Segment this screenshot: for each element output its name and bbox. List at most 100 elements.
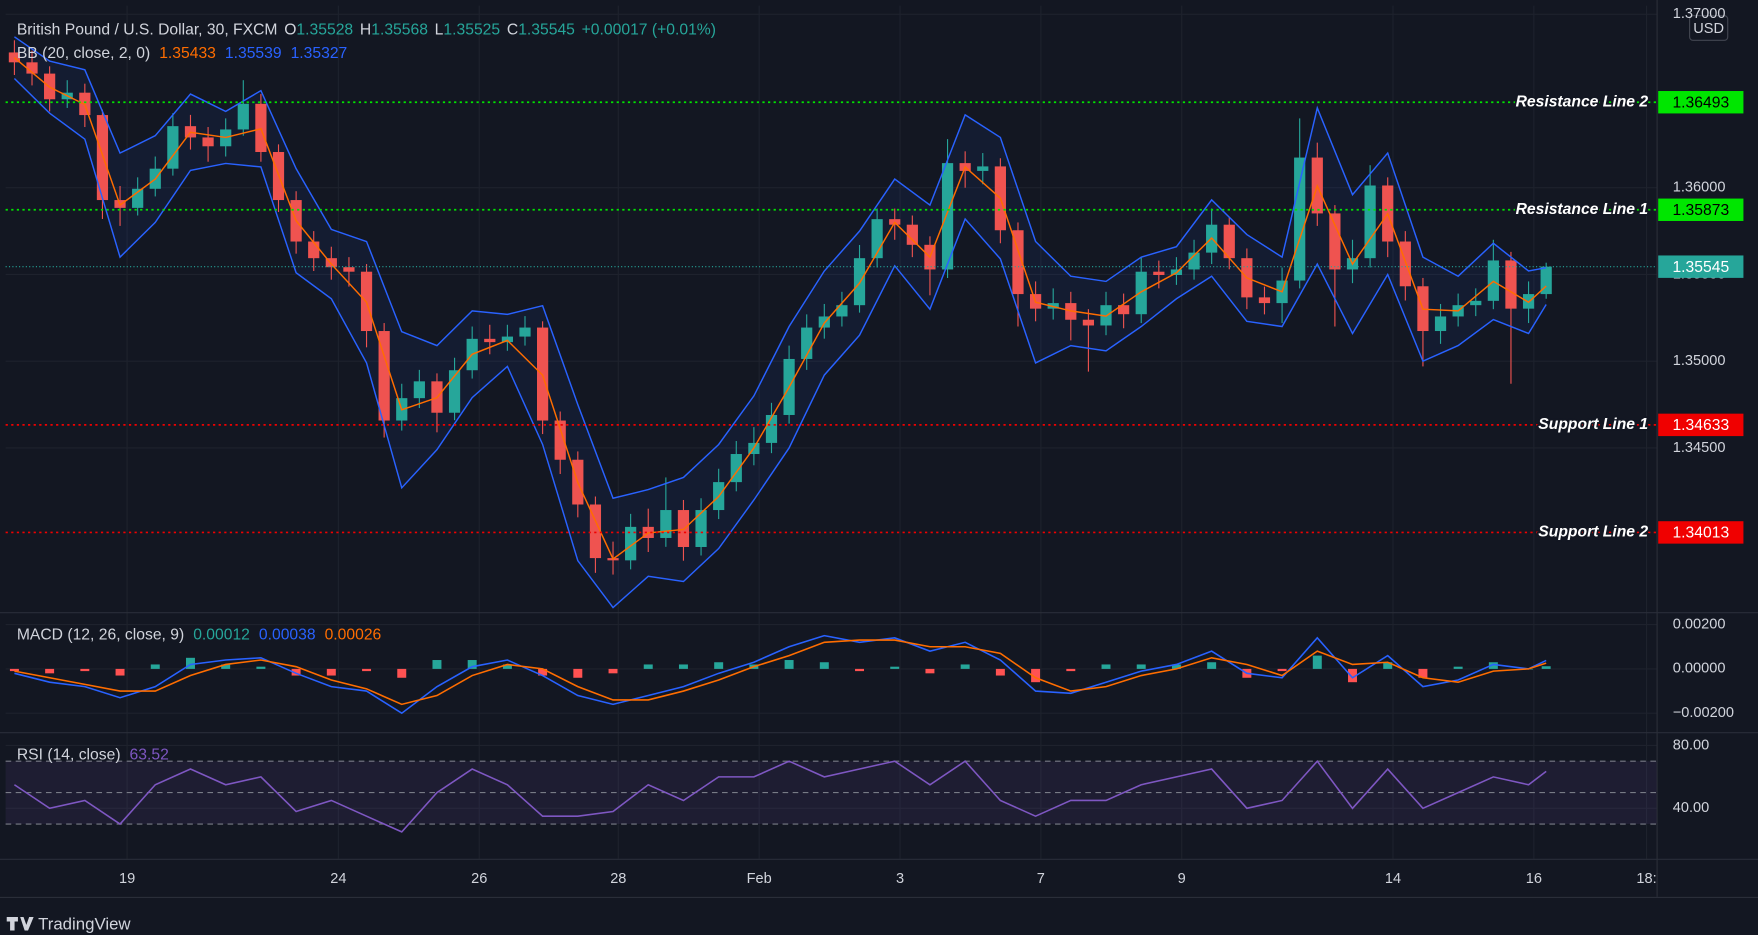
symbol-legend: British Pound / U.S. Dollar, 30, FXCMO1.… [17,21,716,38]
histogram-bar [116,669,125,676]
histogram-bar [432,660,441,669]
candle-body [1470,301,1481,305]
price-change: +0.00017 (+0.01%) [582,21,716,38]
ohlc-key: C [507,21,518,38]
histogram-bar [397,669,406,678]
indicator-value: 0.00012 [193,627,250,644]
histogram-bar [820,662,829,669]
histogram-bar [151,664,160,668]
y-tick-label: 1.37000 [1673,6,1726,22]
histogram-bar [1066,669,1075,671]
price-tag-value: 1.34013 [1672,525,1729,542]
candle-body [766,415,777,443]
histogram-bar [961,664,970,668]
indicator-legend: MACD (12, 26, close, 9) 0.00012 0.00038 0.0… [17,627,382,644]
candle-body [1136,272,1147,314]
histogram-bar [1278,669,1287,671]
candle-body [977,166,988,171]
candle-body [255,104,266,152]
candle-body [1153,272,1164,275]
x-tick-label: 19 [119,871,135,887]
y-tick-label: 40.00 [1673,800,1709,816]
histogram-bar [1542,666,1551,669]
candle-body [660,510,671,538]
level-label: Resistance Line 2 [1516,93,1649,110]
histogram-bar [573,669,582,678]
indicator-legend: BB (20, close, 2, 0) 1.35433 1.35539 1.3532… [17,45,347,62]
histogram-bar [996,669,1005,676]
x-tick-label: 16 [1526,871,1542,887]
indicator-value: 1.35539 [225,45,282,62]
y-tick-label: 1.36000 [1673,180,1726,196]
indicator-name: BB (20, close, 2, 0) [17,45,150,62]
price-tag-value: 1.35873 [1672,202,1729,219]
y-tick-label: 80.00 [1673,737,1709,753]
ohlc-value: 1.35528 [296,21,353,38]
x-tick-label: 24 [330,871,346,887]
candle-body [1329,213,1340,269]
histogram-bar [679,664,688,668]
candle-body [1294,158,1305,281]
ohlc-key: H [360,21,371,38]
histogram-bar [80,669,89,671]
histogram-bar [256,667,265,669]
price-tag-value: 1.36493 [1672,94,1729,111]
candle-body [1365,185,1376,258]
histogram-bar [785,660,794,669]
ohlc-value: 1.35568 [371,21,428,38]
candle-body [1083,320,1094,326]
candle-body [202,137,213,146]
candle-body [537,328,548,421]
candle-body [907,225,918,245]
price-tag-value: 1.35545 [1672,259,1729,276]
ohlc-value: 1.35525 [443,21,500,38]
candle-body [1400,242,1411,287]
histogram-bar [644,664,653,668]
candle-body [238,104,249,130]
y-tick-label: 1.34500 [1673,440,1726,456]
level-label: Support Line 2 [1538,524,1648,541]
ohlc-value: 1.35545 [518,21,575,38]
indicator-value: 0.00038 [259,627,316,644]
x-tick-label: Feb [747,871,772,887]
indicator-value: 0.00026 [325,627,382,644]
x-tick-label: 3 [896,871,904,887]
level-label: Resistance Line 1 [1516,201,1649,218]
candle-body [308,242,319,259]
histogram-bar [925,669,934,673]
candle-body [1435,316,1446,331]
histogram-bar [362,669,371,671]
x-tick-label: 28 [610,871,626,887]
histogram-bar [714,662,723,669]
histogram-bar [890,667,899,669]
indicator-legend: RSI (14, close)63.52 [17,747,169,764]
x-tick-label: 9 [1178,871,1186,887]
indicator-name: MACD (12, 26, close, 9) [17,627,184,644]
histogram-bar [1454,667,1463,669]
candle-body [854,258,865,305]
x-tick-label: 26 [471,871,487,887]
ohlc-key: L [435,21,444,38]
candle-body [343,267,354,272]
indicator-value: 1.35327 [291,45,348,62]
level-label: Support Line 1 [1538,416,1648,433]
candle-body [1259,297,1270,303]
histogram-bar [327,669,336,676]
histogram-bar [609,669,618,673]
y-tick-label: 0.00000 [1673,661,1726,677]
ohlc-key: O [284,21,296,38]
candle-body [414,381,425,398]
y-tick-label: 1.35000 [1673,353,1726,369]
histogram-bar [855,669,864,671]
currency-label: USD [1693,21,1724,37]
histogram-bar [1102,664,1111,668]
histogram-bar [10,669,19,671]
candle-body [167,126,178,168]
histogram-bar [1313,656,1322,669]
y-tick-label: −0.00200 [1673,705,1734,721]
indicator-value: 1.35433 [159,45,216,62]
x-tick-label: 14 [1385,871,1401,887]
candle-body [695,510,706,547]
